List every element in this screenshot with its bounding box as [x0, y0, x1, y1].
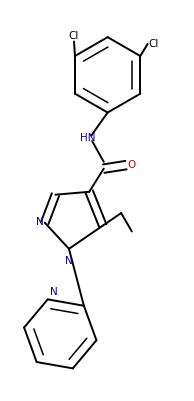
- Text: N: N: [50, 288, 57, 298]
- Text: HN: HN: [80, 133, 95, 143]
- Text: Cl: Cl: [68, 30, 79, 41]
- Text: N: N: [36, 217, 43, 227]
- Text: N: N: [65, 255, 73, 265]
- Text: Cl: Cl: [148, 39, 159, 49]
- Text: O: O: [127, 160, 136, 170]
